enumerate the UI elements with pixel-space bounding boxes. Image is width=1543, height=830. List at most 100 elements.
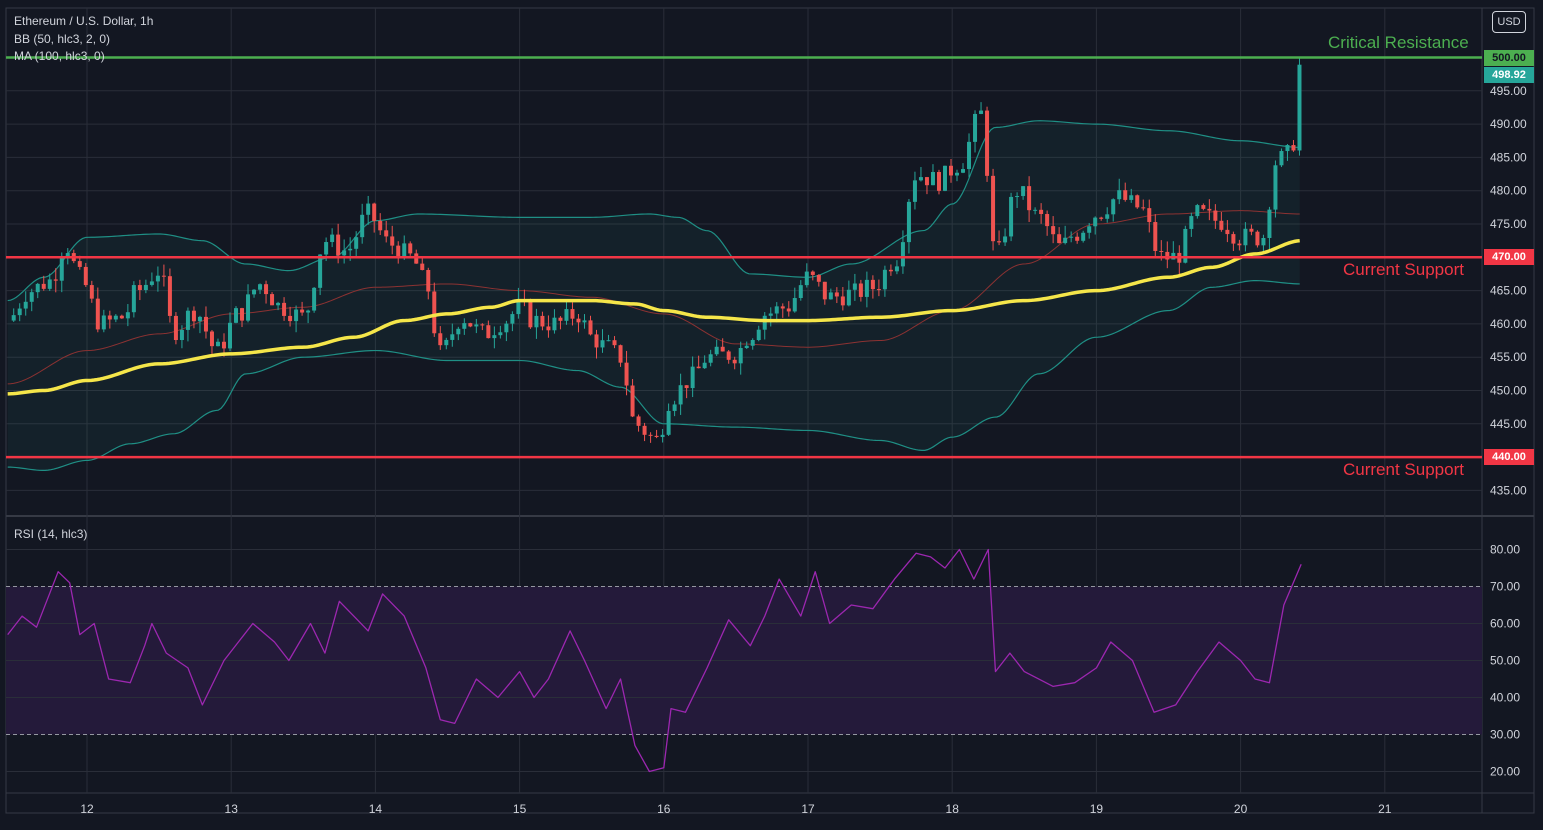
candle-body (684, 385, 689, 389)
candle-body (822, 281, 827, 300)
candle-body (816, 274, 821, 282)
ma100-line (7, 238, 1300, 396)
candle-body (456, 328, 461, 335)
candle-body (979, 110, 984, 114)
candle-body (342, 250, 347, 256)
y-tick-label: 480.00 (1490, 184, 1527, 198)
candle-body (876, 289, 881, 291)
candle-body (1141, 207, 1146, 209)
candle-body (942, 165, 947, 191)
candle-body (882, 269, 887, 290)
candle-body (936, 172, 941, 191)
rsi-tick-label: 40.00 (1490, 691, 1520, 705)
candle-body (924, 177, 929, 186)
candle-body (1045, 214, 1050, 227)
candle-body (372, 203, 377, 221)
candle-body (227, 322, 232, 349)
x-tick-label: 19 (1090, 802, 1104, 816)
candle-body (1147, 208, 1152, 223)
candle-body (798, 285, 803, 299)
candle-body (252, 289, 257, 295)
candle-body (137, 285, 142, 291)
candle-body (65, 253, 70, 258)
candle-body (624, 362, 629, 386)
candle-body (918, 177, 923, 181)
candle-body (780, 306, 785, 309)
rsi-tick-label: 30.00 (1490, 728, 1520, 742)
candle-body (438, 333, 443, 346)
candle-body (612, 340, 617, 346)
rsi-tick-label: 80.00 (1490, 543, 1520, 557)
candle-body (29, 292, 34, 302)
bb-basis-line (7, 210, 1300, 385)
candle-body (450, 334, 455, 340)
candle-body (1057, 234, 1062, 244)
candle-body (654, 435, 659, 438)
candle-body (35, 283, 40, 293)
candle-body (504, 323, 509, 333)
candle-body (810, 271, 815, 275)
candle-body (432, 291, 437, 334)
candle-body (492, 335, 497, 339)
candle-body (840, 296, 845, 306)
candle-body (973, 113, 978, 142)
y-tick-label: 445.00 (1490, 417, 1527, 431)
candle-body (744, 345, 749, 348)
candle-body (1291, 145, 1296, 151)
candle-body (1117, 190, 1122, 200)
candle-body (967, 141, 972, 170)
candle-body (991, 175, 996, 242)
candle-body (1285, 145, 1290, 152)
y-tick-label: 475.00 (1490, 217, 1527, 231)
candle-body (77, 261, 82, 267)
candle-body (738, 347, 743, 364)
ma-indicator-label: MA (100, hlc3, 0) (14, 49, 105, 63)
candle-body (1015, 196, 1020, 198)
candle-body (1279, 151, 1284, 166)
candle-body (1063, 237, 1068, 244)
candle-body (167, 276, 172, 316)
currency-button[interactable]: USD (1492, 11, 1526, 33)
candle-body (396, 245, 401, 259)
candle-body (1219, 220, 1224, 230)
candle-body (1231, 234, 1236, 244)
candle-body (732, 359, 737, 364)
candle-body (179, 329, 184, 341)
candle-body (708, 354, 713, 363)
candle-body (366, 203, 371, 215)
candle-body (402, 243, 407, 259)
candle-body (318, 254, 323, 288)
x-tick-label: 18 (946, 802, 960, 816)
candle-body (221, 341, 226, 349)
candle-body (378, 220, 383, 231)
y-tick-label: 435.00 (1490, 483, 1527, 497)
candle-body (336, 234, 341, 256)
candlesticks (11, 56, 1302, 443)
bb-indicator-label: BB (50, hlc3, 2, 0) (14, 32, 111, 46)
candle-body (558, 317, 563, 321)
candle-body (1135, 195, 1140, 208)
candle-body (155, 275, 160, 282)
candle-body (870, 279, 875, 290)
x-tick-label: 16 (657, 802, 671, 816)
candle-body (510, 314, 515, 324)
bb-fill (7, 120, 1300, 471)
candle-body (961, 169, 966, 173)
rsi-tick-label: 20.00 (1490, 765, 1520, 779)
candle-body (906, 201, 911, 243)
candle-body (1093, 217, 1098, 227)
candle-body (1165, 251, 1170, 260)
candle-body (1267, 209, 1272, 238)
candle-body (678, 385, 683, 405)
x-tick-label: 12 (80, 802, 94, 816)
candle-body (125, 312, 130, 319)
candle-body (294, 309, 299, 322)
candle-body (264, 284, 269, 295)
candle-body (1075, 236, 1080, 241)
candle-body (1021, 186, 1026, 197)
bollinger-bands (7, 120, 1300, 472)
candle-body (516, 299, 521, 315)
candle-body (588, 320, 593, 335)
candle-body (1225, 229, 1230, 235)
